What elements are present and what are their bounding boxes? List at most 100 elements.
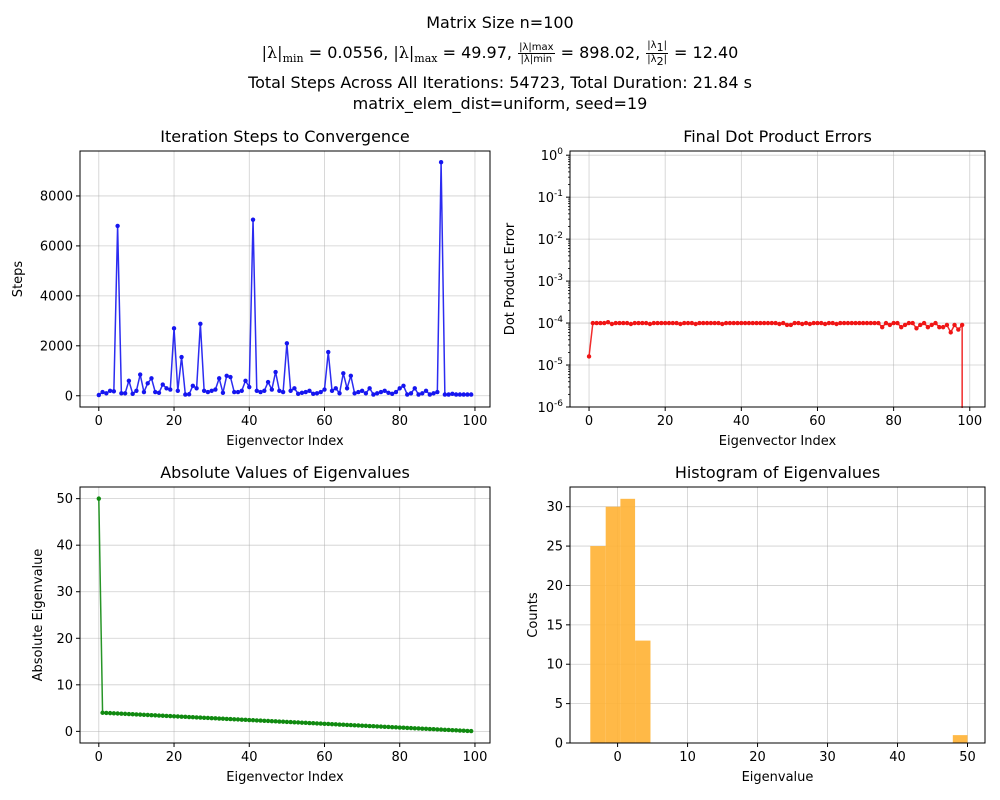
errors-point	[937, 324, 942, 330]
eigen-point	[137, 712, 143, 717]
errors-point	[857, 320, 862, 326]
eigen-point	[228, 716, 233, 722]
steps-point	[258, 389, 263, 395]
axes-frame	[79, 486, 491, 744]
errors-point	[918, 322, 923, 328]
lambda-min-label: |λ|min	[261, 43, 304, 66]
errors-point	[632, 320, 637, 326]
steps-point	[408, 391, 414, 396]
errors-point	[933, 320, 938, 326]
steps-point	[209, 388, 214, 393]
axes-frame	[79, 150, 491, 408]
errors-point	[670, 320, 675, 326]
eigen-point	[333, 722, 338, 727]
errors-point	[704, 320, 710, 326]
errors-point	[712, 320, 717, 326]
steps-point	[465, 392, 470, 397]
errors-point	[902, 322, 908, 328]
errors-point	[662, 320, 668, 326]
eigen-point	[378, 724, 384, 729]
header-matrix-size: Matrix Size n=100	[426, 13, 574, 32]
errors-point	[860, 320, 866, 326]
steps-point	[247, 384, 252, 390]
histogram-bar	[620, 498, 636, 743]
steps-point	[288, 388, 293, 393]
eigen-point	[386, 724, 391, 730]
y-tick-label: 15	[546, 618, 563, 633]
steps-point	[160, 382, 165, 387]
eigen-point	[190, 715, 196, 720]
x-tick-label: 20	[657, 414, 674, 429]
errors-point	[899, 324, 904, 330]
errors-point	[716, 320, 721, 326]
ratio12-fraction: |λ1| |λ2|	[646, 40, 668, 68]
panel-title: Final Dot Product Errors	[683, 127, 872, 146]
y-tick-label: 4000	[40, 289, 73, 304]
steps-point	[431, 391, 436, 396]
errors-point	[788, 322, 794, 328]
steps-point	[397, 386, 402, 391]
errors-point	[754, 320, 759, 326]
eigen-point	[318, 721, 323, 726]
errors-point	[685, 320, 691, 326]
errors-point	[952, 322, 957, 328]
x-axis-label: Eigenvector Index	[226, 770, 344, 785]
eigen-point	[213, 716, 218, 721]
eigen-point	[122, 711, 128, 717]
eigen-point	[235, 717, 241, 722]
y-tick-label: 10-6	[537, 399, 563, 416]
steps-point	[145, 381, 150, 386]
eigen-point	[149, 712, 154, 718]
steps-point	[344, 386, 350, 391]
steps-point	[273, 369, 278, 375]
eigen-point	[130, 712, 135, 717]
axes-frame	[569, 150, 986, 408]
eigen-point	[352, 723, 357, 728]
errors-point	[666, 320, 672, 326]
eigen-point	[427, 726, 433, 732]
errors-point	[914, 326, 919, 331]
errors-point	[609, 321, 615, 327]
eigen-point	[322, 721, 327, 726]
steps-point	[457, 392, 463, 397]
errors-point	[803, 320, 809, 326]
y-tick-label: 10-2	[537, 231, 563, 248]
x-tick-label: 100	[957, 414, 982, 429]
errors-point	[659, 320, 664, 326]
eigen-point	[171, 714, 177, 719]
steps-point	[416, 392, 421, 397]
steps-point	[386, 390, 391, 395]
eigen-point	[194, 715, 199, 720]
eigen-point	[284, 719, 290, 725]
x-tick-label: 0	[585, 414, 593, 429]
x-tick-label: 40	[733, 414, 750, 429]
eigen-point	[104, 710, 109, 716]
errors-point	[701, 320, 706, 326]
x-axis-label: Eigenvalue	[742, 770, 814, 785]
steps-point	[171, 326, 177, 331]
errors-point	[940, 324, 946, 330]
errors-point	[731, 320, 736, 326]
eigen-point	[390, 724, 395, 730]
errors-point	[674, 320, 679, 326]
eigen-point	[299, 720, 305, 725]
x-tick-label: 60	[316, 414, 333, 429]
errors-point	[834, 321, 839, 327]
errors-point	[708, 320, 714, 326]
steps-point	[213, 387, 218, 392]
y-tick-label: 8000	[40, 189, 73, 204]
steps-point	[303, 389, 308, 395]
steps-point	[141, 389, 147, 395]
eigen-point	[374, 724, 380, 729]
eigen-point	[311, 721, 316, 726]
errors-point	[830, 320, 835, 326]
steps-point	[401, 383, 406, 388]
errors-point	[841, 320, 847, 326]
errors-point	[925, 324, 931, 330]
eigen-point	[280, 719, 286, 724]
header-total-steps: Total Steps Across All Iterations: 54723…	[248, 73, 752, 92]
eigen-point	[397, 725, 402, 730]
steps-point	[468, 392, 474, 397]
x-tick-label: 0	[95, 414, 103, 429]
steps-series-line	[98, 162, 472, 396]
